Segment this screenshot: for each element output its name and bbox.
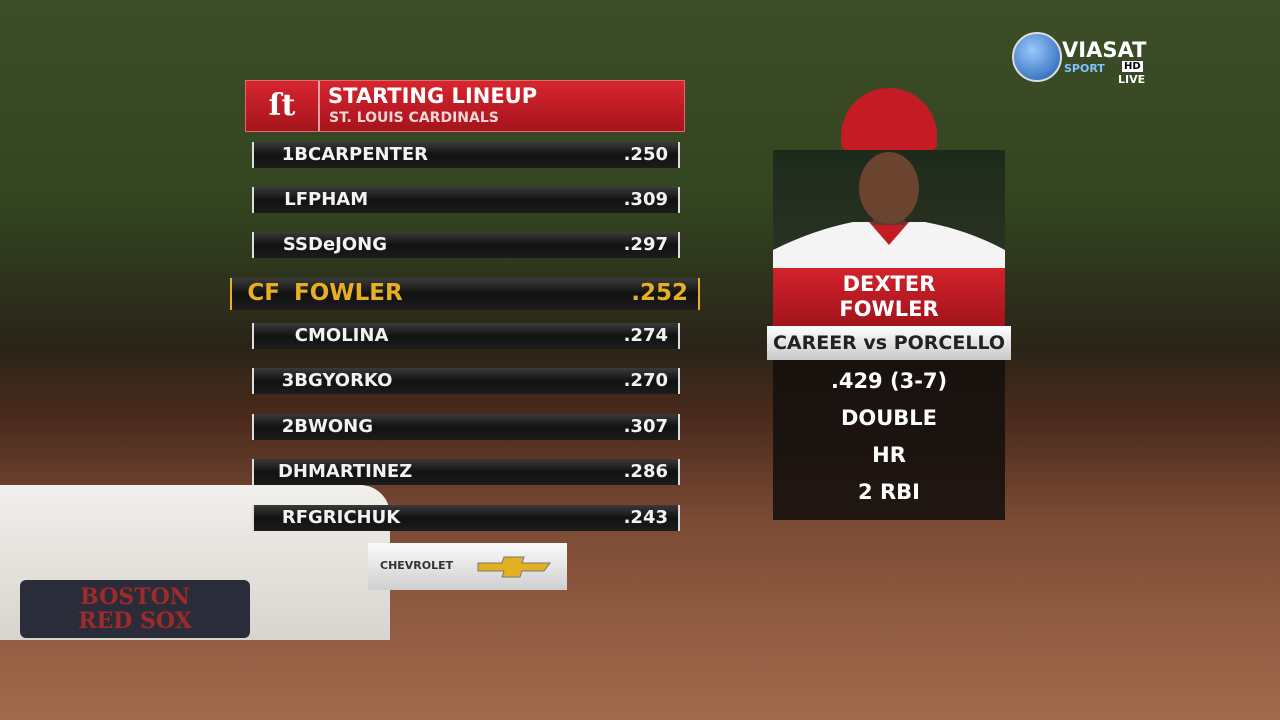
lineup-row: C MOLINA .274 bbox=[252, 323, 680, 349]
stat-line: .429 (3-7) bbox=[830, 369, 948, 393]
sponsor-name: CHEVROLET bbox=[380, 559, 454, 572]
first-name: DEXTER bbox=[842, 272, 936, 296]
sign-text: BOSTON bbox=[80, 584, 190, 610]
lineup-row: DH MARTINEZ .286 bbox=[252, 459, 680, 485]
position: SS bbox=[282, 234, 308, 255]
stat-line: DOUBLE bbox=[840, 406, 938, 430]
stat-line: HR bbox=[872, 443, 906, 467]
logo-sub: SPORT bbox=[1064, 62, 1105, 75]
lineup-row: SS DeJONG .297 bbox=[252, 232, 680, 258]
matchup-label: CAREER vs PORCELLO bbox=[767, 326, 1011, 360]
batting-average: .270 bbox=[623, 370, 668, 391]
lineup-row: RF GRICHUK .243 bbox=[252, 505, 680, 531]
player-cap bbox=[841, 88, 937, 150]
player-name: MOLINA bbox=[308, 325, 389, 346]
batting-average: .250 bbox=[623, 144, 668, 165]
base-sign: BOSTON RED SOX bbox=[20, 580, 250, 638]
player-name: CARPENTER bbox=[308, 144, 428, 165]
batting-average: .252 bbox=[631, 280, 688, 306]
batting-average: .307 bbox=[623, 416, 668, 437]
highlighted-row: CF FOWLER .252 bbox=[230, 278, 700, 310]
live-badge: LIVE bbox=[1118, 73, 1146, 86]
position: 3B bbox=[281, 370, 308, 391]
player-name: FOWLER bbox=[294, 280, 403, 306]
position: C bbox=[294, 325, 308, 346]
logo-text: VIASAT bbox=[1062, 38, 1147, 62]
sponsor-logo bbox=[477, 556, 551, 578]
player-name: MARTINEZ bbox=[308, 461, 413, 482]
hd-badge: HD bbox=[1122, 61, 1143, 72]
position: DH bbox=[277, 461, 308, 482]
position: CF bbox=[247, 280, 280, 306]
batting-average: .274 bbox=[623, 325, 668, 346]
player-name: GRICHUK bbox=[308, 507, 401, 528]
position: RF bbox=[281, 507, 308, 528]
lineup-row: 2B WONG .307 bbox=[252, 414, 680, 440]
stat-line: 2 RBI bbox=[858, 480, 920, 504]
channel-logo: VIASAT SPORT HD LIVE bbox=[1012, 32, 1152, 86]
player-name: DeJONG bbox=[308, 234, 387, 255]
position: LF bbox=[284, 189, 308, 210]
sign-text: RED SOX bbox=[78, 608, 192, 634]
lineup-row: 3B GYORKO .270 bbox=[252, 368, 680, 394]
team-logo: ſt bbox=[246, 81, 320, 131]
batting-average: .297 bbox=[623, 234, 668, 255]
sponsor: CHEVROLET bbox=[368, 543, 567, 590]
player-name: PHAM bbox=[308, 189, 369, 210]
player-name: DEXTER FOWLER bbox=[773, 268, 1005, 326]
batting-average: .243 bbox=[623, 507, 668, 528]
player-name: WONG bbox=[308, 416, 373, 437]
batting-average: .309 bbox=[623, 189, 668, 210]
batting-average: .286 bbox=[623, 461, 668, 482]
player-photo bbox=[773, 150, 1005, 268]
lineup-row: 1B CARPENTER .250 bbox=[252, 142, 680, 168]
position: 2B bbox=[281, 416, 308, 437]
position: 1B bbox=[281, 144, 308, 165]
header-title: STARTING LINEUP bbox=[328, 84, 538, 108]
lineup-header: ſt STARTING LINEUP ST. LOUIS CARDINALS bbox=[245, 80, 685, 132]
logo-icon bbox=[1012, 32, 1062, 82]
lineup-row: LF PHAM .309 bbox=[252, 187, 680, 213]
header-subtitle: ST. LOUIS CARDINALS bbox=[329, 110, 499, 126]
player-name: GYORKO bbox=[308, 370, 393, 391]
photo-art bbox=[773, 152, 1005, 268]
player-card: DEXTER FOWLER CAREER vs PORCELLO .429 (3… bbox=[767, 88, 1011, 520]
last-name: FOWLER bbox=[839, 297, 939, 321]
